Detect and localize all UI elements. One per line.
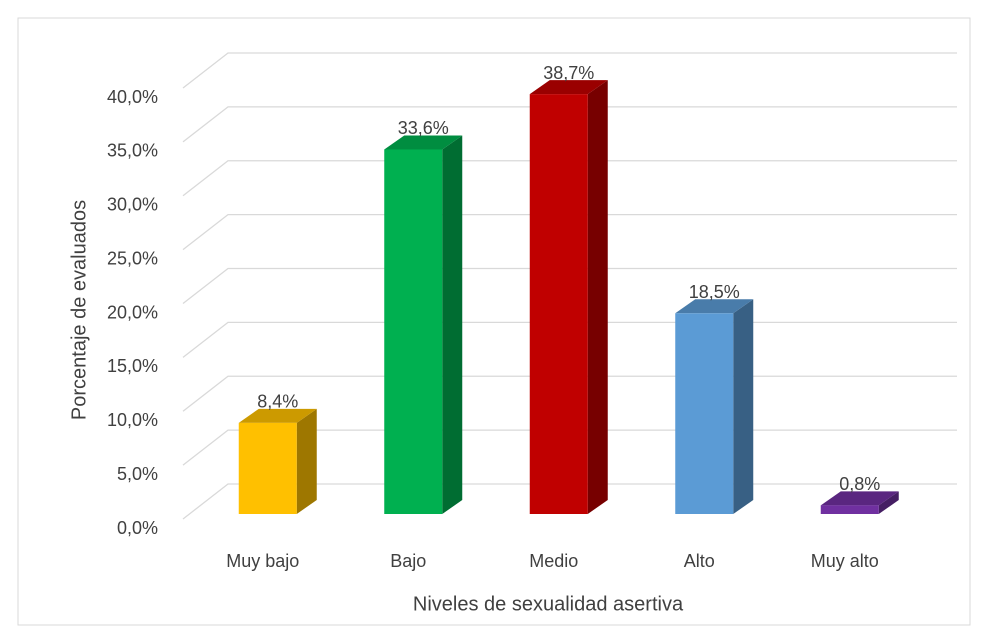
grid-line (182, 213, 957, 251)
y-tick-label: 5,0% (117, 464, 158, 484)
y-axis-title: Porcentaje de evaluados (68, 200, 90, 420)
grid-line (182, 106, 957, 143)
bar-side (878, 491, 899, 514)
x-tick-label: Medio (529, 551, 578, 571)
bar-top (529, 80, 608, 95)
bar (675, 313, 734, 514)
data-label: 38,7% (543, 63, 594, 83)
x-tick-label: Muy bajo (226, 551, 299, 571)
y-tick-label: 30,0% (107, 195, 158, 215)
bar-side (587, 80, 608, 514)
x-axis-title: Niveles de sexualidad asertiva (413, 593, 684, 615)
bar-side (296, 408, 317, 514)
data-label: 0,8% (839, 474, 880, 494)
y-tick-label: 25,0% (107, 248, 158, 268)
bar (384, 149, 443, 514)
grid-line (182, 267, 957, 305)
data-label: 8,4% (257, 392, 298, 412)
bar-side (733, 299, 754, 514)
x-tick-label: Alto (684, 551, 715, 571)
grid-line (182, 52, 957, 89)
y-tick-label: 10,0% (107, 410, 158, 430)
bar-side (442, 135, 463, 514)
bar-top (675, 299, 754, 314)
y-tick-label: 0,0% (117, 518, 158, 538)
bar-top (238, 408, 317, 423)
bar (238, 422, 297, 514)
data-label: 18,5% (689, 282, 740, 302)
y-tick-label: 40,0% (107, 87, 158, 107)
data-label: 33,6% (398, 118, 449, 138)
bar-top (384, 135, 463, 150)
y-tick-label: 35,0% (107, 141, 158, 161)
x-tick-label: Bajo (390, 551, 426, 571)
x-tick-label: Muy alto (811, 551, 879, 571)
bar (820, 505, 879, 514)
y-tick-label: 15,0% (107, 356, 158, 376)
chart-border (17, 17, 971, 626)
y-tick-label: 20,0% (107, 302, 158, 322)
bar-top (820, 491, 899, 506)
bar (529, 94, 588, 514)
grid-line (182, 160, 957, 197)
